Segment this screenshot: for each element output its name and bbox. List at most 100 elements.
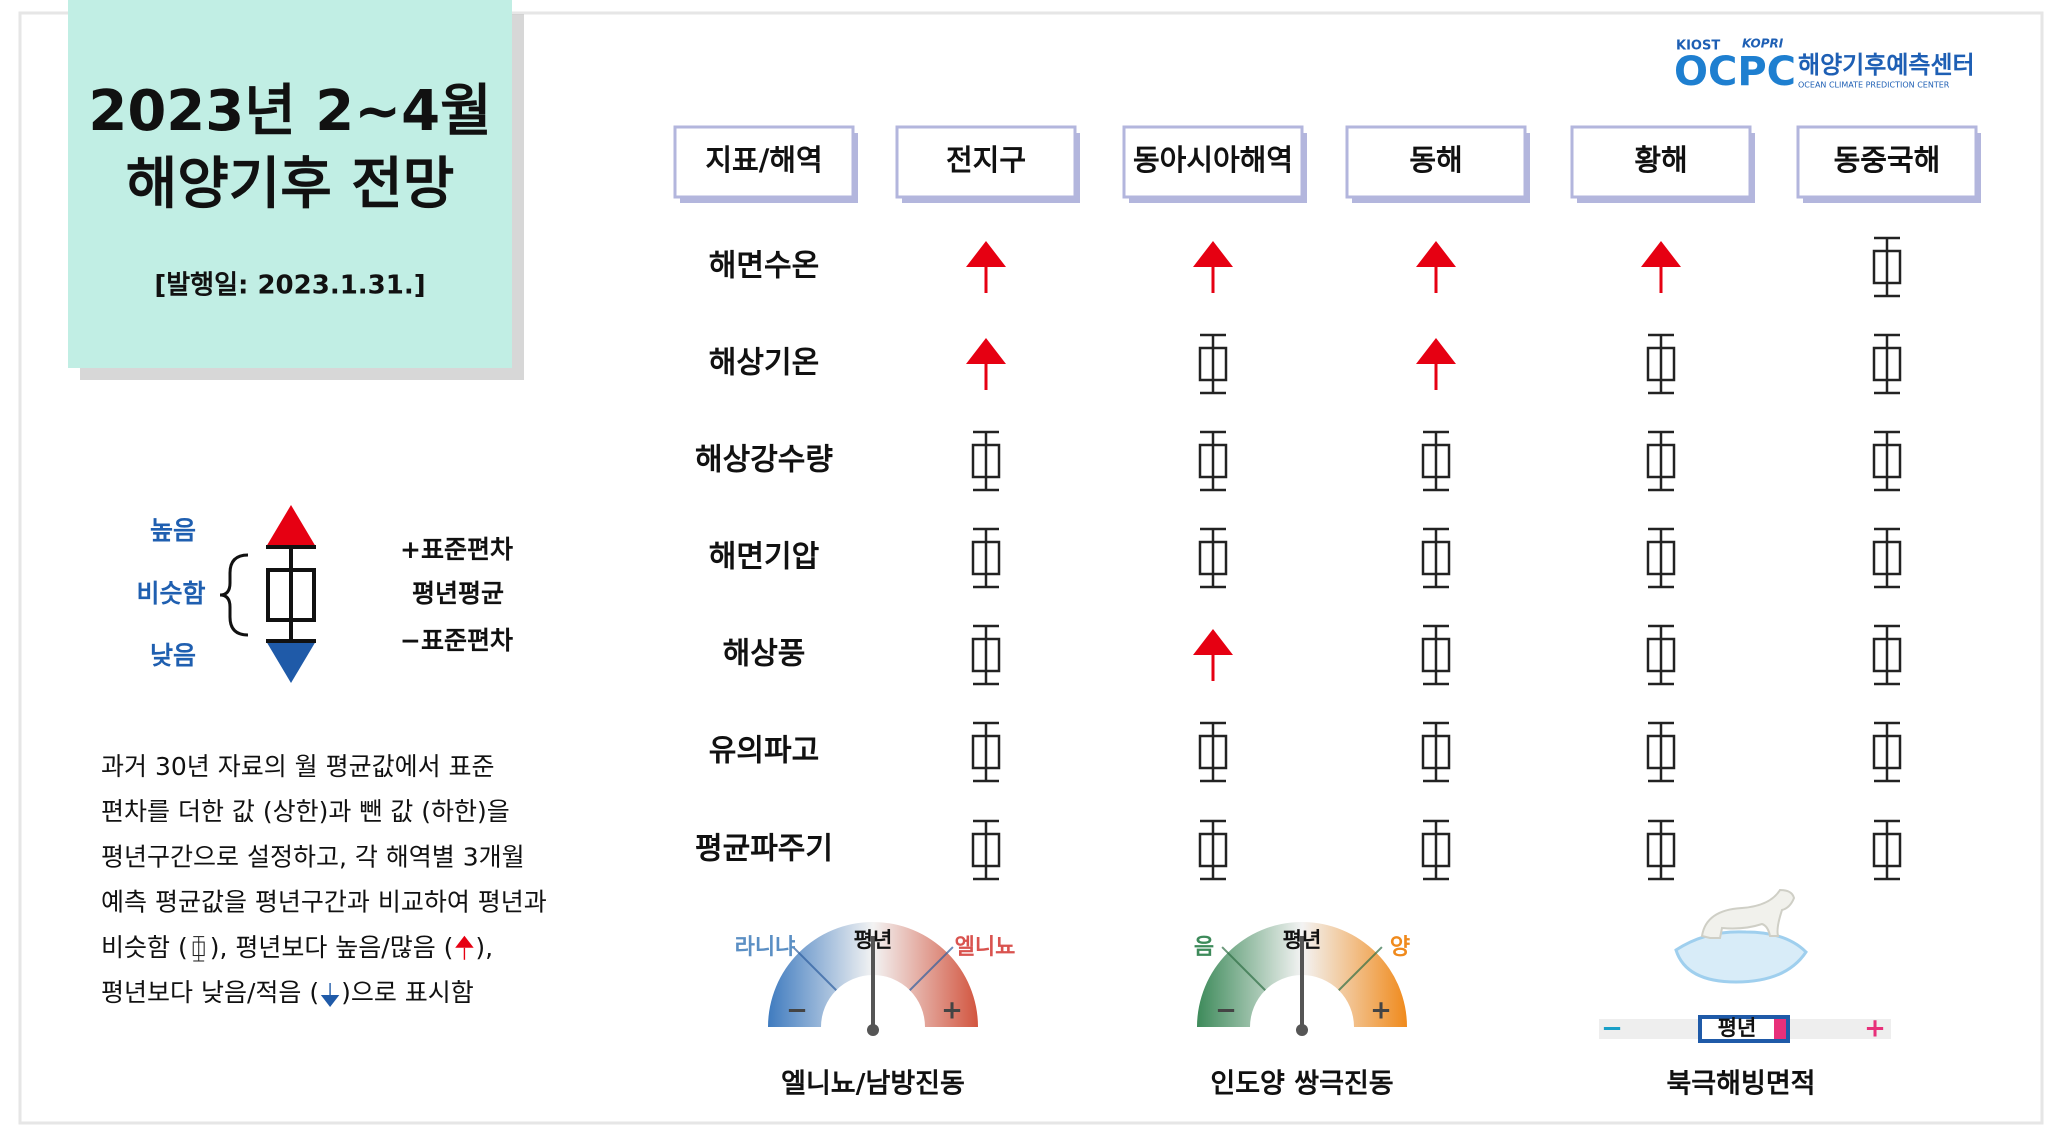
note-text: 예측 평균값을 평년구간과 비교하여 평년과 [101, 888, 547, 917]
symbol-box [1646, 832, 1676, 868]
arrow-head [1641, 241, 1681, 267]
row-label: 해상강수량 [695, 443, 833, 478]
arrow-head [966, 338, 1006, 364]
row-label: 해상풍 [723, 637, 806, 672]
gauge-plus: + [941, 996, 963, 1026]
arrow-head [966, 241, 1006, 267]
normal-symbol [1872, 333, 1902, 395]
gauge-divider [1221, 946, 1266, 991]
normal-symbol [1646, 721, 1676, 783]
up-arrow [266, 505, 316, 547]
normal-symbol [971, 527, 1001, 589]
needle-hub [867, 1024, 879, 1036]
normal-symbol [1421, 430, 1451, 492]
header-cell: 전지구 [946, 143, 1026, 177]
normal-symbol [1872, 624, 1902, 686]
normal-symbol [971, 624, 1001, 686]
legend-plus: +표준편차 [400, 535, 513, 564]
symbol-box [1872, 540, 1902, 576]
arrow-head [1193, 241, 1233, 267]
symbol-box [1872, 734, 1902, 770]
symbol-box [1421, 637, 1451, 673]
logo-mark: OCPC [1674, 49, 1796, 95]
symbol-box [971, 637, 1001, 673]
symbol-box [1198, 734, 1228, 770]
logo-org: KIOST [1676, 39, 1720, 54]
symbol-box [1198, 346, 1228, 382]
normal-symbol [1421, 819, 1451, 881]
gauge-divider [909, 946, 954, 991]
gauge-center: 평년 [1283, 928, 1322, 952]
symbol-box [1421, 540, 1451, 576]
note-text: 편차를 더한 값 (상한)과 뺀 값 (하한)을 [101, 797, 510, 826]
symbol-box [1646, 734, 1676, 770]
note-text: 평년보다 낮음/적음 ( [101, 978, 319, 1007]
brace [219, 553, 249, 637]
gauge-right: 엘니뇨 [955, 935, 1016, 960]
up-arrow [1416, 241, 1456, 293]
symbol-box [192, 941, 205, 957]
row-label: 해면기압 [709, 540, 820, 575]
normal-symbol [1872, 430, 1902, 492]
note-line: 예측 평균값을 평년구간과 비교하여 평년과 [101, 888, 547, 917]
symbol-box [1198, 832, 1228, 868]
normal-symbol [971, 721, 1001, 783]
note-text: 평년구간으로 설정하고, 각 해역별 3개월 [101, 842, 525, 871]
gauge-minus: − [1215, 996, 1237, 1026]
gauge-left: 라니냐 [735, 935, 796, 960]
arrow-head [320, 995, 340, 1008]
note-line: 비슷함 (), 평년보다 높음/많음 (), [101, 933, 493, 962]
logo: KIOST KOPRI OCPC 해양기후예측센터 OCEAN CLIMATE … [1674, 37, 1975, 96]
legend-low: 낮음 [150, 641, 196, 670]
symbol-box [1421, 443, 1451, 479]
row-label: 해상기온 [709, 346, 819, 381]
normal-symbol [1198, 527, 1228, 589]
logo-name: 해양기후예측센터 [1798, 51, 1975, 79]
symbol-box [1421, 832, 1451, 868]
header-cell: 황해 [1634, 143, 1687, 177]
normal-symbol [1646, 819, 1676, 881]
normal-symbol [1646, 333, 1676, 395]
logo-sub: OCEAN CLIMATE PREDICTION CENTER [1798, 81, 1950, 90]
symbol-box [1646, 637, 1676, 673]
bear [1700, 888, 1796, 939]
normal-symbol [1872, 236, 1902, 298]
symbol-box [1872, 832, 1902, 868]
symbol-box [971, 832, 1001, 868]
normal-symbol [1646, 527, 1676, 589]
normal-symbol [1198, 721, 1228, 783]
note-line: 편차를 더한 값 (상한)과 뺀 값 (하한)을 [101, 797, 510, 826]
note-text: ), [475, 933, 493, 962]
up-arrow [1193, 629, 1233, 681]
normal-symbol [971, 430, 1001, 492]
down-arrow [266, 641, 316, 683]
symbol-box [1872, 443, 1902, 479]
row-label: 해면수온 [709, 249, 819, 284]
normal-symbol [1198, 819, 1228, 881]
normal-symbol [1872, 721, 1902, 783]
symbol-box [1646, 540, 1676, 576]
normal-symbol [1198, 430, 1228, 492]
normal-symbol [1872, 819, 1902, 881]
arctic-title: 북극해빙면적 [1666, 1069, 1815, 1100]
symbol-box [971, 443, 1001, 479]
symbol-box [1421, 734, 1451, 770]
row-label: 평균파주기 [695, 832, 833, 867]
normal-symbol [1421, 527, 1451, 589]
symbol-box [266, 568, 316, 622]
symbol-box [971, 734, 1001, 770]
arctic-normal [1698, 1015, 1790, 1043]
up-arrow [966, 241, 1006, 293]
note-line: 평년보다 낮음/적음 ()으로 표시함 [101, 978, 474, 1007]
date: [발행일: 2023.1.31.] [154, 271, 425, 301]
note-text: 과거 30년 자료의 월 평균값에서 표준 [101, 752, 495, 781]
header-box [1345, 125, 1527, 199]
gauge-title: 인도양 쌍극진동 [1210, 1069, 1393, 1100]
symbol-box [1198, 540, 1228, 576]
arrow-head [1193, 629, 1233, 655]
normal-symbol [1421, 624, 1451, 686]
note-text: 비슷함 ( [101, 933, 188, 962]
legend: 높음 비슷함 낮음 +표준편차 평년평균 −표준편차 [136, 505, 513, 683]
up-arrow [1193, 241, 1233, 293]
